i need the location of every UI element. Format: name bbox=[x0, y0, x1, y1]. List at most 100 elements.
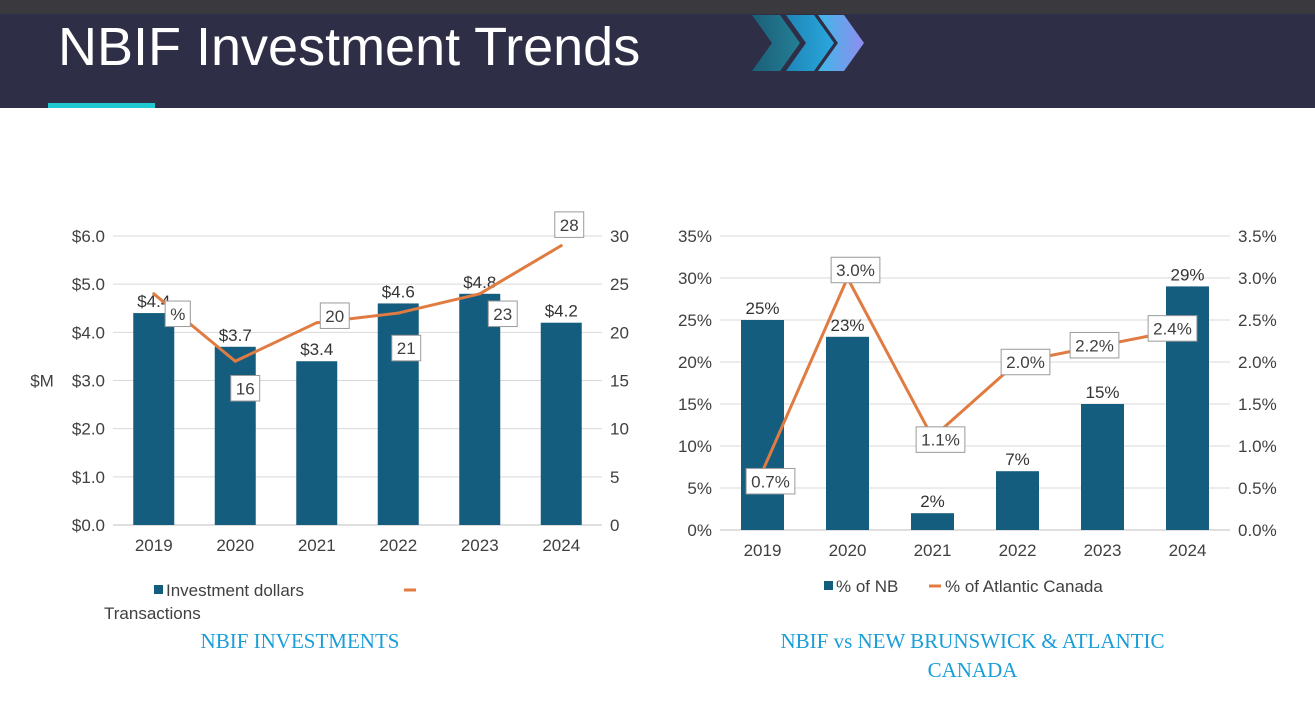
y-right-tick-label: 0.5% bbox=[1238, 479, 1277, 498]
y-right-tick-label: 2.5% bbox=[1238, 311, 1277, 330]
line-point bbox=[315, 321, 319, 325]
line-data-label-box bbox=[554, 211, 585, 238]
chart-caption-comparison: NBIF vs NEW BRUNSWICK & ATLANTIC CANADA bbox=[780, 629, 1165, 682]
line-data-label-group: 16 bbox=[230, 374, 261, 402]
line-series bbox=[152, 244, 563, 363]
y-left-tick-label: $0.0 bbox=[72, 516, 105, 535]
x-tick-label: 2023 bbox=[1084, 541, 1122, 560]
y-axis-label: $M bbox=[30, 372, 54, 391]
line-data-label-box bbox=[164, 300, 191, 328]
x-tick-label: 2021 bbox=[298, 536, 336, 555]
bar-data-label: 7% bbox=[1005, 450, 1030, 469]
x-tick-label: 2021 bbox=[914, 541, 952, 560]
legend-bar-label: Investment dollars bbox=[166, 581, 304, 600]
line-data-label-box bbox=[319, 302, 350, 329]
line-data-label-group: 0.7% bbox=[745, 467, 796, 495]
line-data-label: 16 bbox=[236, 379, 255, 398]
y-right-tick-label: 3.0% bbox=[1238, 269, 1277, 288]
y-right-tick-label: 1.5% bbox=[1238, 395, 1277, 414]
header-bar: NBIF Investment Trends bbox=[0, 14, 1315, 108]
y-right-tick-label: 0 bbox=[610, 516, 619, 535]
page-title: NBIF Investment Trends bbox=[58, 17, 641, 77]
x-tick-label: 2019 bbox=[744, 541, 782, 560]
bar-data-label: $4.4 bbox=[137, 292, 170, 311]
top-strip bbox=[0, 0, 1315, 14]
line-data-label-box bbox=[1000, 348, 1051, 376]
y-left-tick-label: $1.0 bbox=[72, 468, 105, 487]
bar bbox=[540, 322, 582, 525]
line-data-label-group: % bbox=[164, 300, 191, 328]
legend-line-label: Transactions bbox=[104, 604, 201, 623]
x-tick-label: 2024 bbox=[1169, 541, 1207, 560]
line-data-label-box bbox=[1069, 331, 1120, 359]
line-data-label: 23 bbox=[493, 305, 512, 324]
x-tick-label: 2020 bbox=[216, 536, 254, 555]
x-tick-label: 2020 bbox=[829, 541, 867, 560]
x-tick-label: 2023 bbox=[461, 536, 499, 555]
bar bbox=[826, 336, 869, 530]
bar bbox=[459, 293, 501, 525]
line-data-label-group: 28 bbox=[554, 211, 585, 238]
y-right-tick-label: 0.0% bbox=[1238, 521, 1277, 540]
bar-data-label: 2% bbox=[920, 492, 945, 511]
line-data-label: 0.7% bbox=[751, 472, 790, 491]
line-data-label: 2.4% bbox=[1153, 320, 1192, 339]
y-left-tick-label: 30% bbox=[678, 269, 712, 288]
bar-data-label: 25% bbox=[745, 299, 779, 318]
line-data-label-group: 2.4% bbox=[1147, 315, 1198, 342]
line-point bbox=[396, 311, 400, 315]
y-left-tick-label: $5.0 bbox=[72, 275, 105, 294]
y-right-tick-label: 15 bbox=[610, 372, 629, 391]
bar-data-label: $4.8 bbox=[463, 273, 496, 292]
legend-bar-swatch bbox=[154, 585, 163, 594]
y-left-tick-label: 20% bbox=[678, 353, 712, 372]
line-data-label-box bbox=[391, 334, 422, 362]
line-data-label: 28 bbox=[560, 216, 579, 235]
line-data-label: 21 bbox=[397, 339, 416, 358]
line-point bbox=[478, 292, 482, 296]
y-left-tick-label: $3.0 bbox=[72, 372, 105, 391]
x-tick-label: 2022 bbox=[999, 541, 1037, 560]
bar-data-label: $3.7 bbox=[219, 326, 252, 345]
legend-bar-label: % of NB bbox=[836, 577, 898, 596]
bar-data-label: $3.4 bbox=[300, 340, 333, 359]
line-data-label: 20 bbox=[325, 307, 344, 326]
chart-caption-investments: NBIF INVESTMENTS bbox=[200, 629, 400, 653]
line-point bbox=[559, 244, 563, 248]
line-data-label: 2.0% bbox=[1006, 353, 1045, 372]
y-right-tick-label: 1.0% bbox=[1238, 437, 1277, 456]
bar bbox=[741, 320, 784, 530]
line-point bbox=[233, 359, 237, 363]
y-left-tick-label: 35% bbox=[678, 227, 712, 246]
line-data-label-group: 23 bbox=[487, 300, 518, 328]
nbif-investments-chart: $0.0 $1.0 $2.0 $3.0 $4.0 $5.0 $6.0 0 5 10 15 20 25 30… bbox=[30, 211, 629, 623]
line-data-label-box bbox=[745, 467, 796, 495]
line-data-label-group: 20 bbox=[319, 302, 350, 329]
y-right-tick-label: 30 bbox=[610, 227, 629, 246]
bar-data-label: $4.2 bbox=[545, 302, 578, 321]
y-right-tick-label: 5 bbox=[610, 468, 619, 487]
y-right-tick-label: 2.0% bbox=[1238, 353, 1277, 372]
y-left-tick-label: $6.0 bbox=[72, 227, 105, 246]
y-right-tick-label: 10 bbox=[610, 420, 629, 439]
x-tick-label: 2019 bbox=[135, 536, 173, 555]
y-left-tick-label: 25% bbox=[678, 311, 712, 330]
bar-data-label: $4.6 bbox=[382, 282, 415, 301]
bar-data-label: 23% bbox=[830, 316, 864, 335]
x-tick-label: 2024 bbox=[542, 536, 580, 555]
y-right-tick-label: 3.5% bbox=[1238, 227, 1277, 246]
line-data-label-box bbox=[915, 426, 966, 453]
nbif-vs-nb-atlantic-chart: 0% 5% 10% 15% 20% 25% 30% 35% 0.0% 0.5% 1.0% 1.5% 2.… bbox=[678, 227, 1277, 596]
line-data-label: 3.0% bbox=[836, 261, 875, 280]
triple-chevron-arrow-icon bbox=[752, 15, 864, 71]
y-right-tick-label: 20 bbox=[610, 323, 629, 342]
title-accent-bar bbox=[48, 103, 155, 108]
bar bbox=[996, 471, 1039, 530]
y-right-tick-label: 25 bbox=[610, 275, 629, 294]
legend-bar-swatch bbox=[824, 581, 833, 590]
line-data-label-group: 3.0% bbox=[830, 256, 881, 284]
bar-data-label: 15% bbox=[1085, 383, 1119, 402]
line-data-label-group: 21 bbox=[391, 334, 422, 362]
legend-line-label: % of Atlantic Canada bbox=[945, 577, 1103, 596]
line-data-label: % bbox=[170, 305, 185, 324]
